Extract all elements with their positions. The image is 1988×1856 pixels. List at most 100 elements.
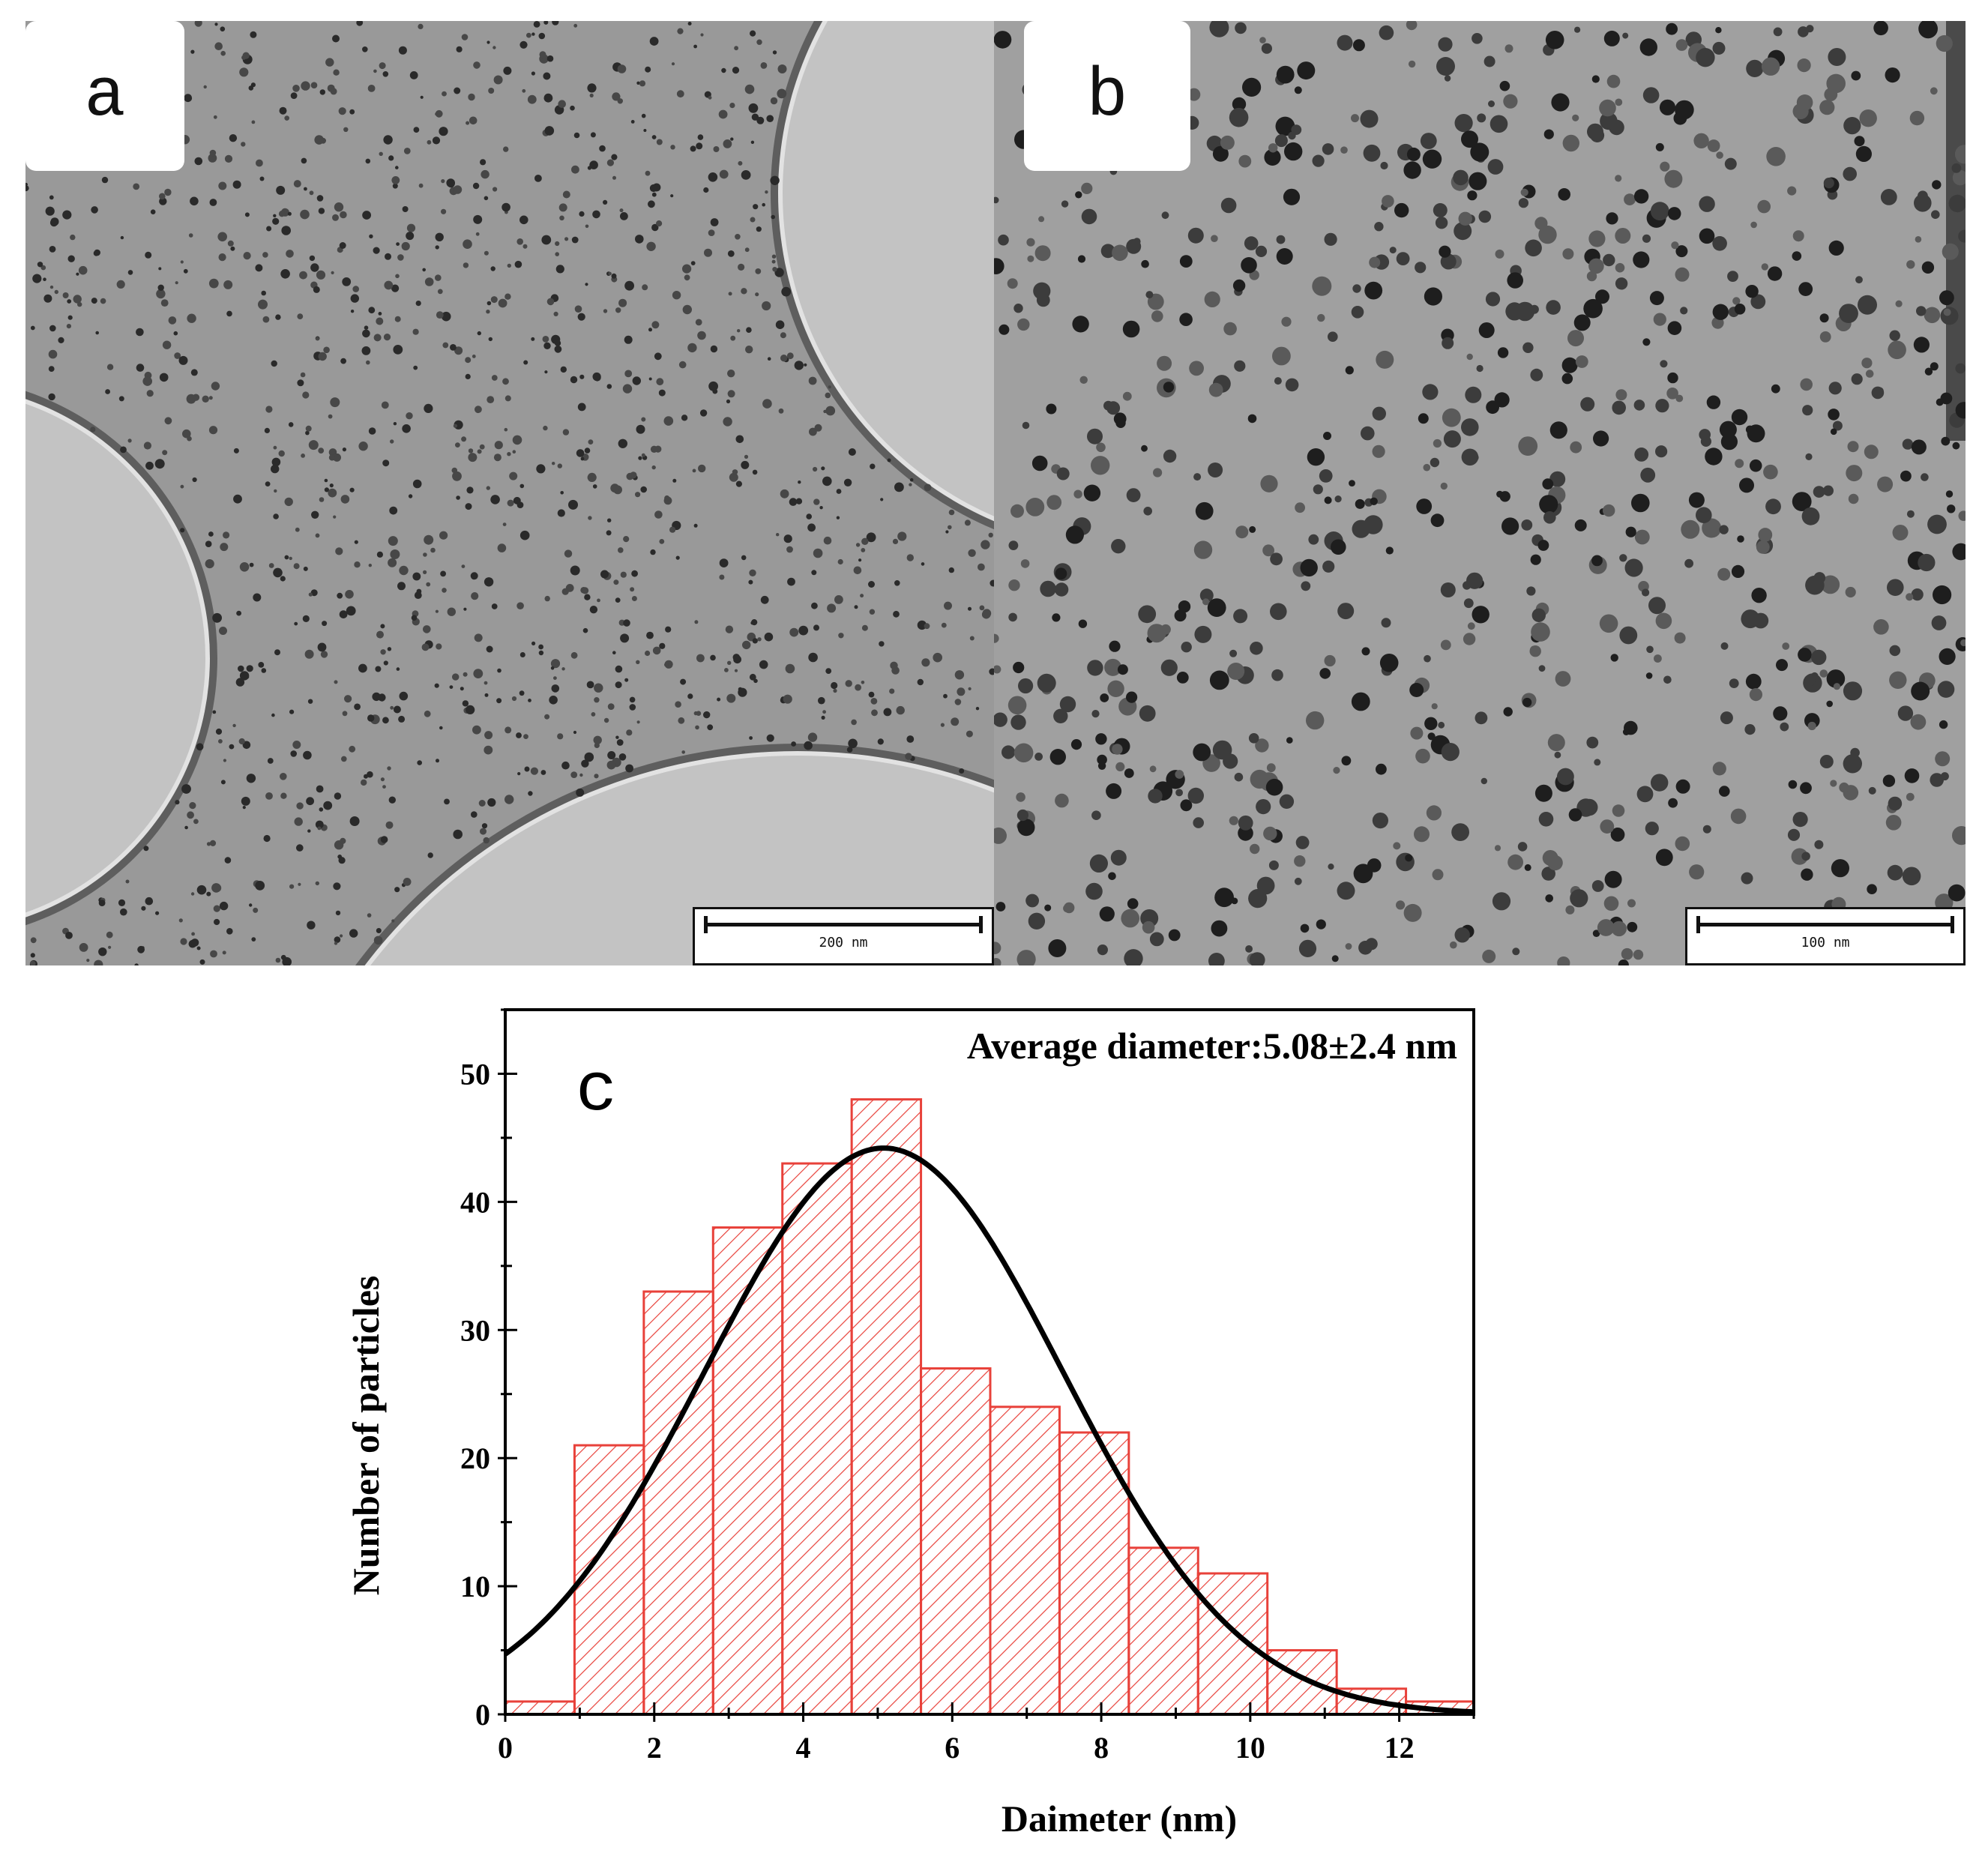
nanoparticle bbox=[484, 250, 489, 256]
nanoparticle bbox=[823, 536, 832, 545]
nanoparticle bbox=[32, 274, 42, 283]
nanoparticle bbox=[588, 439, 594, 445]
nanoparticle bbox=[173, 331, 178, 336]
nanoparticle bbox=[30, 325, 35, 331]
nanoparticle bbox=[1424, 717, 1438, 730]
nanoparticle bbox=[1268, 860, 1279, 870]
nanoparticle bbox=[441, 208, 447, 214]
nanoparticle bbox=[512, 435, 522, 445]
nanoparticle bbox=[954, 670, 965, 680]
nanoparticle bbox=[507, 452, 511, 457]
nanoparticle bbox=[292, 741, 301, 749]
nanoparticle bbox=[1193, 817, 1204, 828]
nanoparticle bbox=[737, 329, 741, 333]
nanoparticle bbox=[577, 313, 585, 321]
nanoparticle bbox=[376, 317, 384, 325]
nanoparticle bbox=[502, 522, 507, 526]
nanoparticle bbox=[100, 298, 106, 304]
nanoparticle bbox=[305, 425, 312, 432]
nanoparticle bbox=[1414, 826, 1430, 843]
nanoparticle bbox=[162, 450, 168, 456]
nanoparticle bbox=[593, 735, 602, 744]
nanoparticle bbox=[1633, 949, 1644, 960]
nanoparticle bbox=[651, 321, 660, 329]
nanoparticle bbox=[592, 210, 600, 219]
nanoparticle bbox=[481, 169, 490, 179]
nanoparticle bbox=[241, 55, 247, 60]
nanoparticle bbox=[1776, 659, 1788, 672]
nanoparticle bbox=[809, 427, 817, 436]
nanoparticle bbox=[1520, 188, 1528, 196]
nanoparticle bbox=[77, 301, 82, 307]
nanoparticle bbox=[1276, 65, 1295, 84]
nanoparticle bbox=[388, 796, 396, 804]
nanoparticle bbox=[603, 717, 609, 723]
nanoparticle bbox=[696, 654, 705, 663]
nanoparticle bbox=[449, 685, 454, 689]
nanoparticle bbox=[196, 946, 201, 950]
nanoparticle bbox=[1331, 955, 1339, 962]
nanoparticle bbox=[750, 217, 756, 223]
nanoparticle bbox=[1264, 148, 1281, 166]
nanoparticle bbox=[120, 908, 127, 916]
nanoparticle bbox=[390, 439, 394, 444]
nanoparticle bbox=[750, 30, 756, 37]
histogram-bar-10 bbox=[1196, 1572, 1269, 1716]
nanoparticle bbox=[226, 928, 233, 935]
nanoparticle bbox=[323, 346, 330, 354]
nanoparticle bbox=[1163, 382, 1175, 393]
nanoparticle bbox=[1731, 564, 1745, 579]
nanoparticle bbox=[519, 40, 528, 49]
nanoparticle bbox=[1431, 703, 1438, 710]
nanoparticle bbox=[1915, 236, 1922, 243]
nanoparticle bbox=[968, 687, 972, 691]
nanoparticle bbox=[1250, 843, 1260, 855]
nanoparticle bbox=[1355, 498, 1365, 509]
nanoparticle bbox=[220, 26, 226, 31]
nanoparticle bbox=[340, 211, 347, 219]
nanoparticle bbox=[1642, 588, 1650, 597]
nanoparticle bbox=[380, 624, 385, 629]
nanoparticle bbox=[1416, 498, 1433, 514]
nanoparticle bbox=[719, 558, 729, 567]
nanoparticle bbox=[1911, 588, 1924, 601]
nanoparticle bbox=[1322, 560, 1335, 573]
nanoparticle bbox=[230, 246, 235, 251]
nanoparticle bbox=[675, 701, 681, 708]
nanoparticle bbox=[1179, 255, 1193, 268]
nanoparticle bbox=[388, 155, 394, 161]
nanoparticle bbox=[1826, 669, 1846, 688]
nanoparticle bbox=[618, 439, 627, 448]
nanoparticle bbox=[220, 543, 229, 552]
nanoparticle bbox=[1943, 308, 1951, 316]
nanoparticle bbox=[1897, 705, 1914, 721]
nanoparticle bbox=[453, 424, 458, 428]
nanoparticle bbox=[1952, 442, 1960, 450]
nanoparticle bbox=[1518, 436, 1538, 456]
nanoparticle bbox=[1376, 350, 1394, 369]
nanoparticle bbox=[1826, 700, 1833, 708]
nanoparticle bbox=[1627, 899, 1636, 908]
nanoparticle bbox=[493, 75, 503, 85]
nanoparticle bbox=[1345, 943, 1352, 950]
nanoparticle bbox=[288, 422, 294, 427]
nanoparticle bbox=[265, 481, 271, 486]
nanoparticle bbox=[1800, 782, 1812, 795]
nanoparticle bbox=[1615, 389, 1627, 401]
nanoparticle bbox=[1179, 313, 1193, 327]
nanoparticle bbox=[704, 248, 712, 257]
nanoparticle bbox=[562, 190, 570, 199]
nanoparticle bbox=[1746, 59, 1764, 77]
nanoparticle bbox=[1675, 779, 1690, 794]
nanoparticle bbox=[1659, 99, 1676, 115]
nanoparticle bbox=[1547, 734, 1565, 752]
nanoparticle bbox=[1232, 97, 1247, 112]
nanoparticle bbox=[853, 566, 862, 575]
nanoparticle bbox=[1104, 658, 1122, 676]
nanoparticle bbox=[435, 109, 443, 118]
nanoparticle bbox=[1501, 517, 1519, 535]
nanoparticle bbox=[190, 938, 199, 947]
nanoparticle bbox=[391, 284, 400, 292]
nanoparticle bbox=[1531, 622, 1550, 642]
nanoparticle bbox=[1573, 314, 1591, 331]
